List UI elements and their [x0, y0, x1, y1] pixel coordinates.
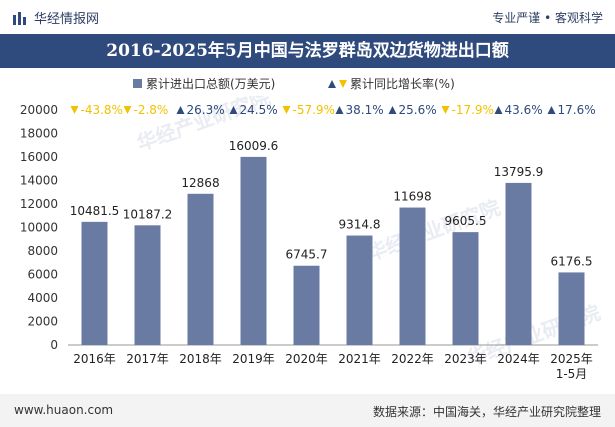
y-tick-label: 10000 [20, 221, 58, 235]
bar [187, 193, 214, 345]
bar [558, 272, 585, 345]
x-tick-label: 2016年 [73, 352, 116, 366]
growth-label: 43.6% [505, 103, 543, 117]
legend-label-total: 累计进出口总额(万美元) [146, 77, 275, 91]
bar [399, 207, 426, 345]
bar-value-label: 13795.9 [494, 165, 544, 179]
growth-label: -17.9% [452, 103, 494, 117]
y-tick-label: 12000 [20, 197, 58, 211]
growth-label: -57.9% [293, 103, 335, 117]
bar [452, 232, 479, 345]
growth-label: -43.8% [81, 103, 123, 117]
bar [81, 221, 108, 345]
growth-up-icon [388, 106, 397, 114]
growth-up-icon [229, 106, 238, 114]
growth-up-icon [335, 106, 344, 114]
x-tick-label: 2020年 [285, 352, 328, 366]
x-tick-label: 2021年 [338, 352, 381, 366]
y-tick-label: 14000 [20, 174, 58, 188]
legend-up-icon [328, 80, 336, 88]
growth-label: 24.5% [240, 103, 278, 117]
growth-label: 38.1% [346, 103, 384, 117]
bar [346, 235, 373, 345]
bar [293, 265, 320, 345]
brand-name: 华经情报网 [34, 12, 100, 27]
x-tick-label: 1-5月 [556, 367, 588, 381]
y-tick-label: 6000 [27, 268, 58, 282]
bar-value-label: 11698 [393, 190, 431, 204]
footer: www.huaon.com 数据来源：中国海关，华经产业研究院整理 [0, 394, 615, 427]
footer-source: 数据来源：中国海关，华经产业研究院整理 [372, 405, 601, 419]
bar-value-label: 12868 [181, 176, 219, 190]
x-tick-label: 2017年 [126, 352, 169, 366]
growth-label: 17.6% [558, 103, 596, 117]
bar [505, 182, 532, 345]
y-tick-label: 2000 [27, 315, 58, 329]
legend-bar-swatch [133, 79, 142, 88]
growth-up-icon [547, 106, 556, 114]
x-tick-label: 2024年 [497, 352, 540, 366]
legend-down-icon [339, 80, 347, 88]
title-bar: 2016-2025年5月中国与法罗群岛双边货物进出口额 [0, 34, 615, 68]
legend: 累计进出口总额(万美元) 累计同比增长率(%) [133, 76, 455, 91]
growth-down-icon [123, 106, 132, 114]
x-tick-label: 2018年 [179, 352, 222, 366]
y-tick-label: 8000 [27, 244, 58, 258]
bar-value-label: 9314.8 [339, 218, 381, 232]
brand: 华经情报网 [12, 8, 99, 27]
bar-value-label: 6176.5 [551, 254, 593, 268]
growth-up-icon [494, 106, 503, 114]
bar-value-label: 9605.5 [445, 214, 487, 228]
bar-value-label: 16009.6 [229, 139, 279, 153]
x-tick-label: 2023年 [444, 352, 487, 366]
growth-up-icon [176, 106, 185, 114]
growth-label: -2.8% [134, 103, 169, 117]
growth-down-icon [441, 106, 450, 114]
y-tick-label: 16000 [20, 150, 58, 164]
bar-value-label: 10481.5 [70, 204, 120, 218]
growth-label: 26.3% [187, 103, 225, 117]
legend-label-growth: 累计同比增长率(%) [350, 76, 455, 91]
top-bar: 华经情报网 专业严谨 • 客观科学 [0, 0, 615, 34]
x-tick-label: 2019年 [232, 352, 275, 366]
bar [240, 156, 267, 345]
bar-chart: 华经产业研究院华经产业研究院华经产业研究院0200040006000800010… [20, 96, 603, 381]
bar [134, 225, 161, 345]
growth-down-icon [282, 106, 291, 114]
growth-label: 25.6% [399, 103, 437, 117]
bar-value-label: 10187.2 [123, 207, 173, 221]
growth-down-icon [70, 106, 79, 114]
y-tick-label: 0 [50, 338, 58, 352]
y-tick-label: 20000 [20, 103, 58, 117]
bar-value-label: 6745.7 [286, 248, 328, 262]
slogan: 专业严谨 • 客观科学 [492, 11, 603, 25]
y-tick-label: 18000 [20, 127, 58, 141]
brand-logo-icon [13, 11, 26, 25]
x-tick-label: 2022年 [391, 352, 434, 366]
footer-site: www.huaon.com [14, 403, 114, 417]
y-tick-label: 4000 [27, 291, 58, 305]
x-tick-label: 2025年 [550, 352, 593, 366]
watermark-text: 华经产业研究院 [364, 195, 504, 265]
chart-title: 2016-2025年5月中国与法罗群岛双边货物进出口额 [106, 41, 509, 61]
